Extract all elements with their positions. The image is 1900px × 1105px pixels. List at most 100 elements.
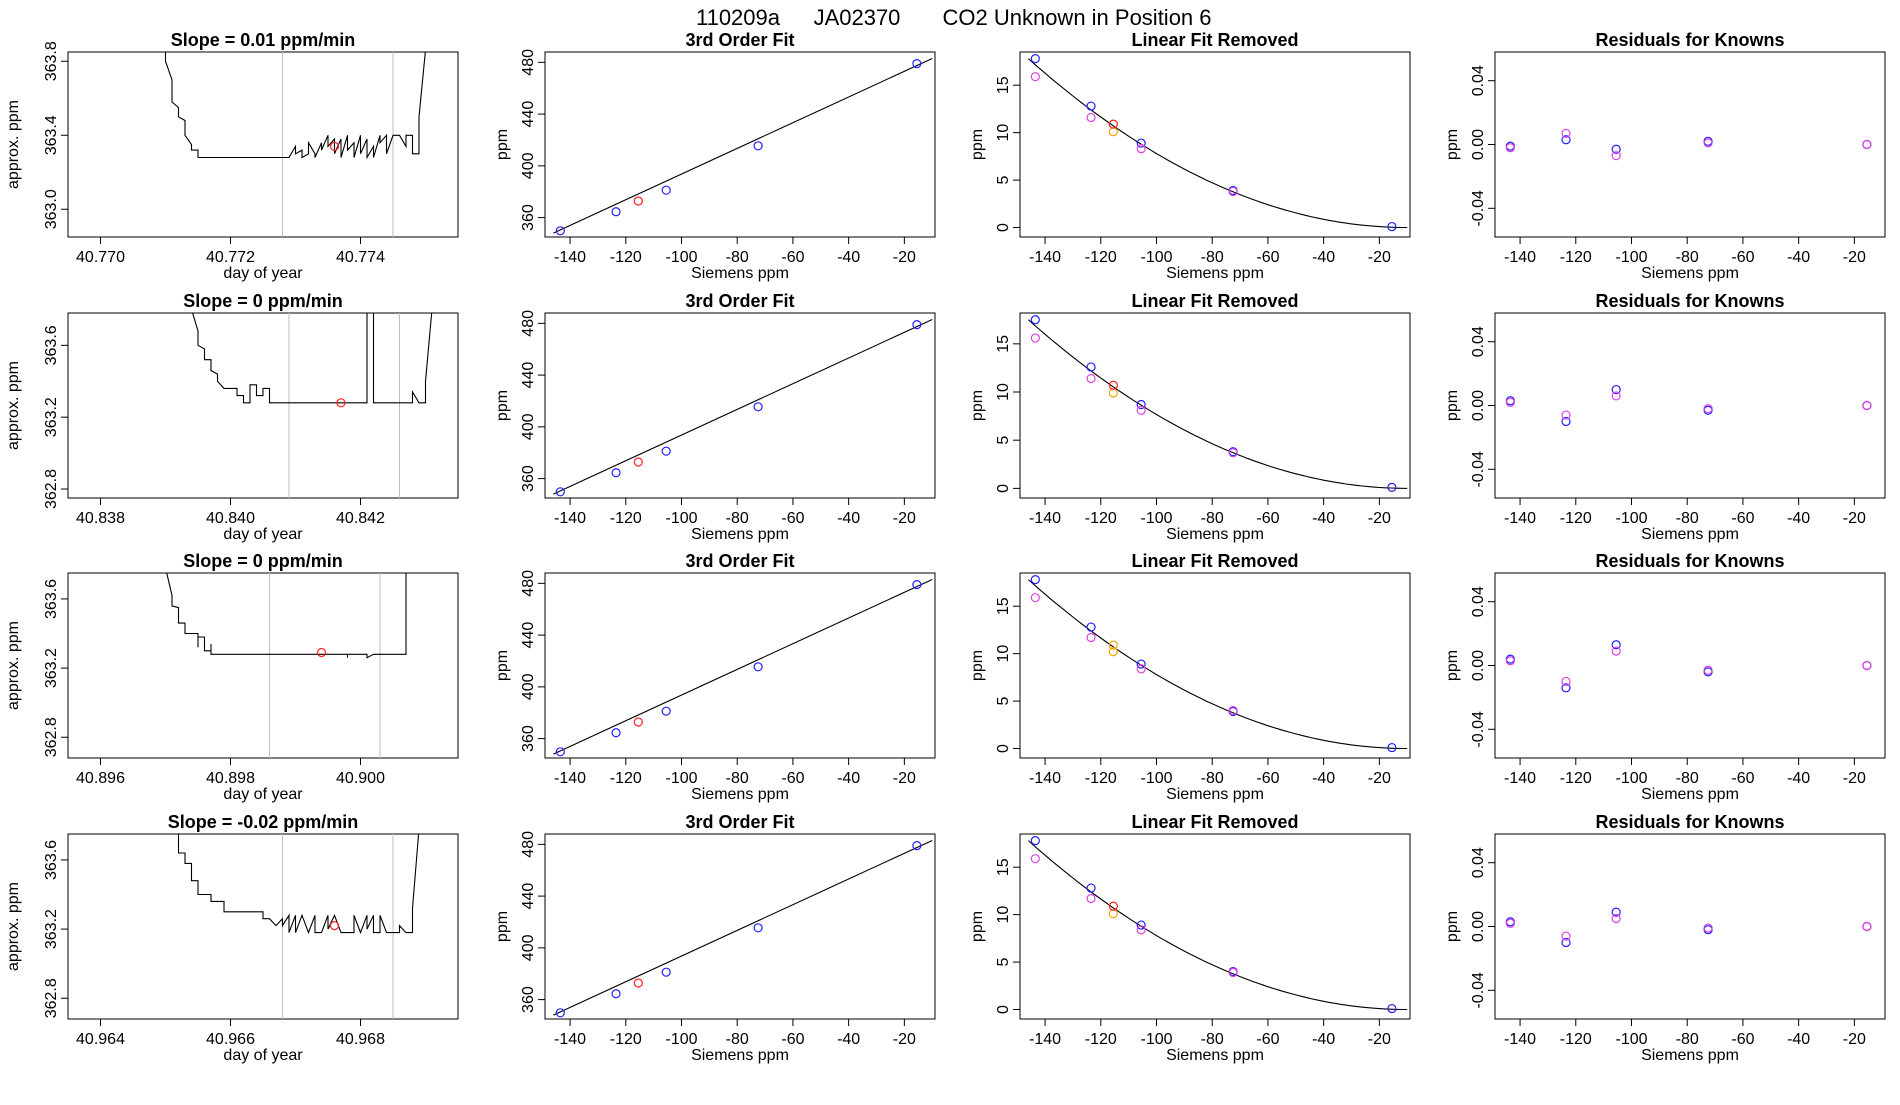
linfit-2-xtick-label: -40 <box>1312 510 1335 527</box>
fit-4-xtick-label: -100 <box>665 1031 697 1048</box>
trace-4-ytick-label: 363.2 <box>43 909 60 949</box>
linfit-1-ytick-label: 15 <box>995 76 1012 94</box>
linfit-2-ytick-label: 15 <box>995 335 1012 353</box>
trace-2-ylabel: approx. ppm <box>5 361 22 450</box>
fit-1-xlabel: Siemens ppm <box>691 265 789 282</box>
resid-4-xtick-label: -80 <box>1676 1031 1699 1048</box>
linfit-4-point-known <box>1086 883 1096 893</box>
trace-1-xtick-label: 40.774 <box>336 249 385 266</box>
linfit-3-point-known <box>1086 622 1096 632</box>
resid-1-ylabel: ppm <box>1444 129 1461 160</box>
fit-4-ytick-label: 360 <box>520 986 537 1013</box>
fit-4-xtick-label: -20 <box>893 1031 916 1048</box>
linfit-1-xtick-label: -20 <box>1368 249 1391 266</box>
trace-4-xtick-label: 40.964 <box>76 1031 125 1048</box>
linfit-1-xtick-label: -140 <box>1029 249 1061 266</box>
resid-4-point-known <box>1611 907 1621 917</box>
linfit-3-ytick-label: 0 <box>995 744 1012 753</box>
resid-3-xtick-label: -80 <box>1676 770 1699 787</box>
fit-4-point-unknown <box>633 978 643 988</box>
fit-3-point-known <box>611 728 621 738</box>
resid-2-data <box>1505 384 1872 427</box>
fit-4-xlabel: Siemens ppm <box>691 1047 789 1064</box>
fit-3-xtick-label: -100 <box>665 770 697 787</box>
fit-3-xtick-label: -20 <box>893 770 916 787</box>
fit-2-point-unknown <box>633 457 643 467</box>
trace-4-xtick-label: 40.968 <box>336 1031 385 1048</box>
resid-4-title: Residuals for Knowns <box>1595 812 1784 832</box>
linfit-3-xlabel: Siemens ppm <box>1166 786 1264 803</box>
linfit-1-point-known <box>1030 54 1040 64</box>
linfit-2-xtick-label: -120 <box>1085 510 1117 527</box>
linfit-1-xlabel: Siemens ppm <box>1166 265 1264 282</box>
resid-2-point-magenta <box>1862 400 1872 411</box>
resid-2-xtick-label: -140 <box>1504 510 1536 527</box>
fit-2-xtick-label: -60 <box>781 510 804 527</box>
trace-2-ytick-label: 363.2 <box>43 397 60 437</box>
resid-4-point-magenta <box>1611 913 1621 924</box>
fit-1-data <box>553 57 933 236</box>
trace-3-frame <box>67 572 459 759</box>
linfit-3-point-known <box>1387 742 1397 753</box>
trace-2-xlabel: day of year <box>223 526 303 543</box>
fit-3-panel: 3rd Order Fit -140 -120 -100 -80 -60 -40 -20 360… <box>494 551 936 803</box>
resid-1-point-magenta <box>1703 138 1713 148</box>
linfit-2-ytick-label: 10 <box>995 383 1012 401</box>
resid-4-point-magenta <box>1561 931 1571 941</box>
linfit-4-point-orange <box>1108 909 1118 919</box>
fit-2-point-known <box>912 320 922 330</box>
linfit-3-xtick-label: -40 <box>1312 770 1335 787</box>
resid-2-point-known <box>1611 384 1621 395</box>
fit-3-xtick-label: -40 <box>837 770 860 787</box>
linfit-2-fit-curve <box>1028 319 1408 489</box>
trace-3-xtick-label: 40.896 <box>76 770 125 787</box>
fit-3-ytick-label: 440 <box>520 622 537 649</box>
linfit-3-xtick-label: -20 <box>1368 770 1391 787</box>
linfit-1-point-known <box>1136 138 1146 148</box>
resid-3-ytick-label: 0.00 <box>1470 650 1487 681</box>
trace-4-xtick-label: 40.966 <box>206 1031 255 1048</box>
trace-1-panel: Slope = 0.01 ppm/min 40.770 40.772 40.774 36… <box>5 30 459 282</box>
trace-3-data <box>166 573 407 758</box>
linfit-2-point-known <box>1030 315 1040 325</box>
fit-2-xtick-label: -140 <box>554 510 586 527</box>
linfit-3-point-orange <box>1108 647 1118 657</box>
linfit-2-point-magenta <box>1136 405 1146 415</box>
linfit-3-xtick-label: -80 <box>1201 770 1224 787</box>
fit-1-ytick-label: 400 <box>520 152 537 179</box>
fit-4-frame <box>544 833 936 1020</box>
fit-1-xtick-label: -140 <box>554 249 586 266</box>
resid-3-point-magenta <box>1561 676 1571 687</box>
fit-1-frame <box>544 51 936 238</box>
trace-3-ylabel: approx. ppm <box>5 621 22 710</box>
linfit-2-ylabel: ppm <box>969 390 986 421</box>
fit-2-frame <box>544 312 936 499</box>
resid-2-ytick-label: 0.00 <box>1470 390 1487 421</box>
fit-1-xtick-label: -100 <box>665 249 697 266</box>
resid-3-xtick-label: -40 <box>1787 770 1810 787</box>
trace-3-title: Slope = 0 ppm/min <box>183 551 343 571</box>
resid-2-frame <box>1494 312 1886 499</box>
linfit-4-point-magenta <box>1228 967 1238 978</box>
trace-3-panel: Slope = 0 ppm/min 40.896 40.898 40.900 362.8… <box>5 551 459 803</box>
figure-title-desc: CO2 Unknown in Position 6 <box>942 5 1211 30</box>
resid-3-data <box>1505 640 1872 693</box>
fit-3-xtick-label: -120 <box>610 770 642 787</box>
linfit-1-point-magenta <box>1136 144 1146 154</box>
trace-2-ytick-label: 362.8 <box>43 469 60 509</box>
linfit-1-ytick-label: 10 <box>995 124 1012 142</box>
trace-1-frame <box>67 51 459 238</box>
trace-1-ytick-label: 363.0 <box>43 189 60 229</box>
linfit-3-point-magenta <box>1030 593 1040 603</box>
fit-1-point-unknown <box>633 196 643 206</box>
fit-1-point-known <box>753 141 763 151</box>
linfit-4-xtick-label: -20 <box>1368 1031 1391 1048</box>
fit-3-fit-line <box>553 578 933 755</box>
trace-2-xtick-label: 40.838 <box>76 510 125 527</box>
resid-1-point-known <box>1611 144 1621 154</box>
resid-3-point-magenta <box>1505 656 1515 666</box>
fit-4-panel: 3rd Order Fit -140 -120 -100 -80 -60 -40 -20 360… <box>494 812 936 1064</box>
fit-4-point-known <box>912 841 922 851</box>
trace-1-ytick-label: 363.8 <box>43 41 60 81</box>
